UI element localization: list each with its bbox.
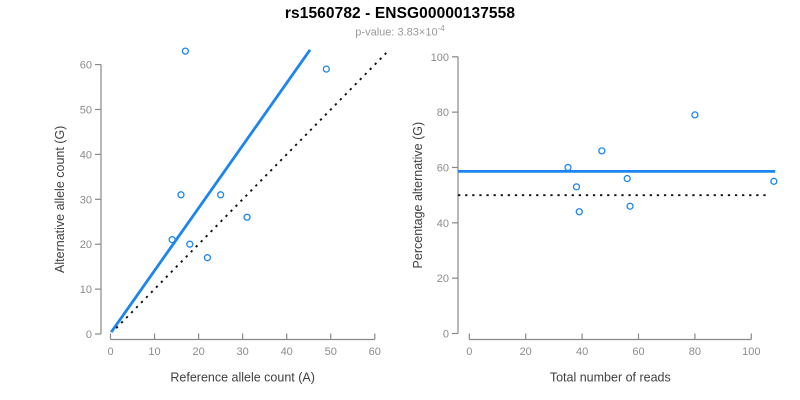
allele-counts-plot-data-point — [186, 240, 194, 248]
percentage-vs-reads-plot-y-tick-label: 100 — [431, 52, 449, 64]
identity-line — [115, 52, 387, 329]
percentage-vs-reads-plot-y-tick-label: 80 — [437, 107, 449, 119]
allele-counts-plot-data-point — [177, 191, 185, 199]
percentage-vs-reads-plot-x-tick-label: 20 — [520, 346, 532, 358]
allele-counts-plot-x-tick-label: 30 — [237, 346, 249, 358]
percentage-vs-reads-plot-data-point — [564, 163, 572, 172]
percentage-vs-reads-plot-data-point — [770, 177, 778, 185]
figure-pvalue: p-value: 3.83×10-4 — [0, 24, 800, 39]
allele-counts-plot-y-tick-label: 40 — [80, 149, 92, 161]
percentage-vs-reads-plot-x-tick-label: 60 — [632, 346, 644, 358]
pvalue-exponent: -4 — [437, 24, 445, 33]
percentage-vs-reads-plot-data-point — [691, 111, 699, 119]
allele-counts-plot-y-label: Alternative allele count (G) — [53, 126, 67, 273]
allele-counts-plot-y-tick-label: 20 — [80, 239, 92, 251]
regression-line — [110, 48, 312, 334]
allele-counts-plot-data-point — [168, 236, 176, 244]
allele-counts-plot-x-label: Reference allele count (A) — [170, 371, 315, 385]
percentage-vs-reads-plot-data-point — [626, 202, 634, 210]
allele-counts-plot-data-point — [181, 47, 190, 55]
percentage-vs-reads-plot-x-tick-label: 40 — [576, 346, 588, 358]
allele-counts-plot-x-tick-label: 0 — [107, 346, 113, 358]
allele-counts-plot-data-point — [243, 213, 251, 221]
allele-counts-plot-x-tick-label: 20 — [192, 346, 204, 358]
percentage-vs-reads-plot-x-tick-label: 80 — [689, 346, 701, 358]
allele-counts-plot-y-tick-label: 50 — [80, 105, 92, 117]
pvalue-text: p-value: 3.83×10 — [355, 26, 438, 39]
allele-counts-plot-y-tick-label: 0 — [86, 329, 92, 341]
percentage-vs-reads-plot-data-point — [575, 208, 583, 216]
percentage-vs-reads-plot-y-label: Percentage alternative (G) — [411, 122, 425, 269]
allele-counts-plot-x-tick-label: 60 — [369, 346, 381, 358]
allele-counts-plot-y-tick-label: 10 — [80, 284, 92, 296]
percentage-vs-reads-plot-x-label: Total number of reads — [550, 371, 671, 385]
percentage-vs-reads-plot-data-point — [623, 174, 631, 183]
percentage-vs-reads-plot-data-point — [572, 183, 581, 191]
percentage-vs-reads-plot-y-tick-label: 20 — [437, 273, 449, 285]
allele-counts-plot-x-tick-label: 40 — [281, 346, 293, 358]
allele-counts-plot-data-point — [322, 65, 330, 73]
percentage-vs-reads-plot-y-tick-label: 40 — [437, 218, 449, 230]
allele-counts-plot-y-tick-label: 60 — [80, 60, 92, 72]
figure-title: rs1560782 - ENSG00000137558 — [284, 5, 516, 22]
allele-counts-plot-y-tick-label: 30 — [80, 194, 92, 206]
percentage-vs-reads-plot-x-tick-label: 100 — [742, 346, 760, 358]
allele-counts-plot-data-point — [216, 191, 225, 199]
percentage-vs-reads-plot-x-tick-label: 0 — [466, 346, 472, 358]
allele-counts-plot-data-point — [203, 254, 212, 262]
percentage-vs-reads-plot-data-point — [598, 147, 606, 155]
percentage-vs-reads-plot-y-tick-label: 0 — [443, 329, 449, 341]
allele-counts-plot-x-tick-label: 10 — [148, 346, 160, 358]
allele-counts-plot-x-tick-label: 50 — [325, 346, 337, 358]
percentage-vs-reads-plot-y-tick-label: 60 — [437, 162, 449, 174]
